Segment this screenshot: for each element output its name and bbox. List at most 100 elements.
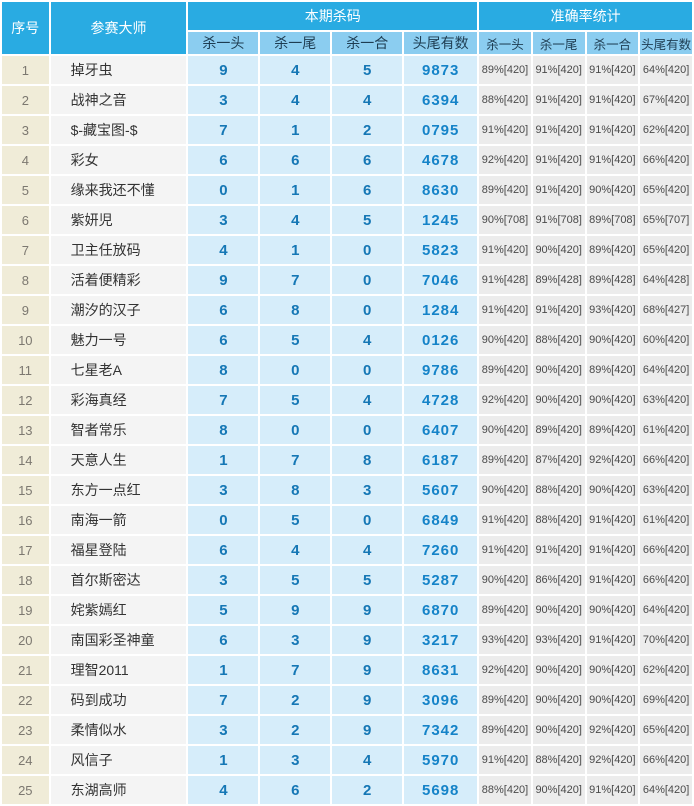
kill-tail-cell: 4 — [260, 56, 331, 84]
accuracy-sum-cell: 89%[420] — [586, 356, 639, 384]
accuracy-sum-cell: 89%[420] — [586, 236, 639, 264]
index-cell: 24 — [2, 746, 49, 774]
accuracy-tail-cell: 90%[420] — [532, 356, 585, 384]
accuracy-headtail-cell: 60%[420] — [640, 326, 692, 354]
master-name-cell: 首尔斯密达 — [50, 566, 187, 594]
accuracy-head-cell: 91%[420] — [479, 506, 531, 534]
kill-tail-cell: 0 — [260, 416, 331, 444]
subheader-kill-head: 杀一头 — [188, 32, 259, 54]
accuracy-sum-cell: 90%[420] — [586, 326, 639, 354]
index-cell: 7 — [2, 236, 49, 264]
subheader-kill-sum: 杀一合 — [332, 32, 403, 54]
master-name-cell: 风信子 — [50, 746, 187, 774]
table-row: 13 智者常乐 8 0 0 6407 90%[420] 89%[420] 89%[420] 61%… — [2, 416, 692, 444]
accuracy-sum-cell: 92%[420] — [586, 746, 639, 774]
table-header: 序号 参赛大师 本期杀码 准确率统计 杀一头 杀一尾 杀一合 头尾有数 杀一头 … — [2, 2, 692, 54]
kill-head-cell: 9 — [188, 56, 259, 84]
master-name-cell: 东方一点红 — [50, 476, 187, 504]
accuracy-tail-cell: 90%[420] — [532, 236, 585, 264]
kill-tail-cell: 6 — [260, 776, 331, 804]
table-row: 1 掉牙虫 9 4 5 9873 89%[420] 91%[420] 91%[420] 64%[4… — [2, 56, 692, 84]
subheader-kill-tail: 杀一尾 — [260, 32, 331, 54]
table-row: 24 风信子 1 3 4 5970 91%[420] 88%[420] 92%[420] 66%[… — [2, 746, 692, 774]
accuracy-sum-cell: 91%[420] — [586, 116, 639, 144]
accuracy-headtail-cell: 64%[420] — [640, 56, 692, 84]
headtail-numbers-cell: 7342 — [404, 716, 478, 744]
kill-head-cell: 6 — [188, 626, 259, 654]
kill-sum-cell: 4 — [332, 86, 403, 114]
index-cell: 18 — [2, 566, 49, 594]
accuracy-headtail-cell: 65%[707] — [640, 206, 692, 234]
master-name-cell: 码到成功 — [50, 686, 187, 714]
accuracy-headtail-cell: 64%[420] — [640, 356, 692, 384]
accuracy-head-cell: 93%[420] — [479, 626, 531, 654]
accuracy-tail-cell: 90%[420] — [532, 686, 585, 714]
table-row: 22 码到成功 7 2 9 3096 89%[420] 90%[420] 90%[420] 69%… — [2, 686, 692, 714]
kill-tail-cell: 2 — [260, 716, 331, 744]
accuracy-tail-cell: 90%[420] — [532, 386, 585, 414]
kill-sum-cell: 0 — [332, 266, 403, 294]
table-row: 25 东湖高师 4 6 2 5698 88%[420] 90%[420] 91%[420] 64%… — [2, 776, 692, 804]
kill-tail-cell: 5 — [260, 386, 331, 414]
table-row: 20 南国彩圣神童 6 3 9 3217 93%[420] 93%[420] 91%[420] 7… — [2, 626, 692, 654]
accuracy-tail-cell: 91%[420] — [532, 116, 585, 144]
accuracy-head-cell: 91%[420] — [479, 296, 531, 324]
accuracy-sum-cell: 90%[420] — [586, 476, 639, 504]
master-name-cell: 活着便精彩 — [50, 266, 187, 294]
accuracy-sum-cell: 91%[420] — [586, 56, 639, 84]
kill-tail-cell: 8 — [260, 296, 331, 324]
accuracy-sum-cell: 91%[420] — [586, 146, 639, 174]
accuracy-sum-cell: 90%[420] — [586, 656, 639, 684]
kill-sum-cell: 4 — [332, 746, 403, 774]
subheader-accuracy-tail: 杀一尾 — [532, 32, 585, 54]
table-row: 10 魅力一号 6 5 4 0126 90%[420] 88%[420] 90%[420] 60%… — [2, 326, 692, 354]
table-row: 14 天意人生 1 7 8 6187 89%[420] 87%[420] 92%[420] 66%… — [2, 446, 692, 474]
accuracy-headtail-cell: 63%[420] — [640, 476, 692, 504]
headtail-numbers-cell: 6870 — [404, 596, 478, 624]
accuracy-tail-cell: 91%[420] — [532, 146, 585, 174]
kill-sum-cell: 9 — [332, 716, 403, 744]
kill-head-cell: 1 — [188, 446, 259, 474]
accuracy-head-cell: 89%[420] — [479, 56, 531, 84]
accuracy-headtail-cell: 64%[420] — [640, 776, 692, 804]
kill-tail-cell: 4 — [260, 86, 331, 114]
headtail-numbers-cell: 6407 — [404, 416, 478, 444]
headtail-numbers-cell: 6394 — [404, 86, 478, 114]
kill-sum-cell: 9 — [332, 626, 403, 654]
kill-head-cell: 3 — [188, 566, 259, 594]
index-cell: 20 — [2, 626, 49, 654]
accuracy-head-cell: 89%[420] — [479, 596, 531, 624]
table-body: 1 掉牙虫 9 4 5 9873 89%[420] 91%[420] 91%[420] 64%[4… — [2, 56, 692, 804]
headtail-numbers-cell: 9873 — [404, 56, 478, 84]
kill-head-cell: 0 — [188, 176, 259, 204]
accuracy-tail-cell: 91%[420] — [532, 86, 585, 114]
index-cell: 1 — [2, 56, 49, 84]
table-row: 11 七星老A 8 0 0 9786 89%[420] 90%[420] 89%[420] 64%… — [2, 356, 692, 384]
table-row: 5 缘来我还不懂 0 1 6 8630 89%[420] 91%[420] 90%[420] 65… — [2, 176, 692, 204]
master-name-cell: 卫主任放码 — [50, 236, 187, 264]
table-row: 12 彩海真经 7 5 4 4728 92%[420] 90%[420] 90%[420] 63%… — [2, 386, 692, 414]
kill-sum-cell: 2 — [332, 776, 403, 804]
kill-head-cell: 4 — [188, 776, 259, 804]
kill-sum-cell: 0 — [332, 506, 403, 534]
table-row: 17 福星登陆 6 4 4 7260 91%[420] 91%[420] 91%[420] 66%… — [2, 536, 692, 564]
accuracy-head-cell: 90%[420] — [479, 416, 531, 444]
accuracy-tail-cell: 91%[420] — [532, 536, 585, 564]
accuracy-head-cell: 89%[420] — [479, 176, 531, 204]
headtail-numbers-cell: 1245 — [404, 206, 478, 234]
accuracy-sum-cell: 91%[420] — [586, 566, 639, 594]
accuracy-sum-cell: 90%[420] — [586, 686, 639, 714]
accuracy-tail-cell: 88%[420] — [532, 326, 585, 354]
index-cell: 10 — [2, 326, 49, 354]
index-cell: 9 — [2, 296, 49, 324]
accuracy-head-cell: 91%[420] — [479, 116, 531, 144]
kill-sum-cell: 3 — [332, 476, 403, 504]
kill-tail-cell: 1 — [260, 116, 331, 144]
headtail-numbers-cell: 1284 — [404, 296, 478, 324]
accuracy-sum-cell: 91%[420] — [586, 536, 639, 564]
index-cell: 5 — [2, 176, 49, 204]
accuracy-sum-cell: 90%[420] — [586, 596, 639, 624]
headtail-numbers-cell: 6187 — [404, 446, 478, 474]
accuracy-headtail-cell: 69%[420] — [640, 686, 692, 714]
accuracy-tail-cell: 91%[420] — [532, 176, 585, 204]
